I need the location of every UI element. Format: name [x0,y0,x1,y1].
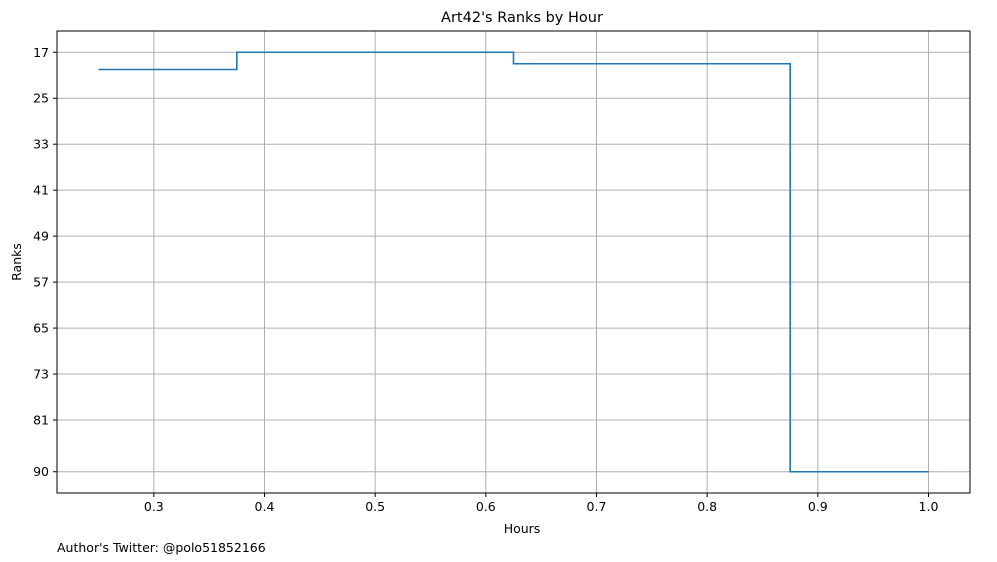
x-axis-ticks: 0.3 0.4 0.5 0.6 0.7 0.8 0.9 1.0 [144,493,939,514]
series-layer [98,51,929,473]
x-tick-label: 0.9 [808,499,828,514]
x-tick-label: 0.5 [365,499,385,514]
grid [57,31,970,493]
y-tick-label: 90 [33,464,49,479]
y-axis-label: Ranks [9,243,24,281]
x-tick-label: 0.6 [476,499,496,514]
y-tick-label: 41 [33,183,49,198]
y-tick-label: 73 [33,367,49,382]
x-tick-label: 0.7 [587,499,607,514]
x-tick-label: 0.3 [144,499,164,514]
y-tick-label: 49 [33,229,49,244]
y-tick-label: 81 [33,413,49,428]
y-tick-label: 17 [33,45,49,60]
x-tick-label: 0.4 [255,499,275,514]
chart-title: Art42's Ranks by Hour [441,10,603,26]
x-tick-label: 0.8 [697,499,717,514]
y-tick-label: 25 [33,91,49,106]
y-axis-ticks: 17 25 33 41 49 57 65 73 81 90 [33,45,57,479]
author-twitter-note: Author's Twitter: @polo51852166 [57,540,266,555]
x-tick-label: 1.0 [919,499,939,514]
series-line [98,51,929,473]
y-tick-label: 65 [33,321,49,336]
x-axis-label: Hours [504,521,541,536]
y-tick-label: 57 [33,275,49,290]
y-tick-label: 33 [33,137,49,152]
plot-frame [56,30,971,494]
